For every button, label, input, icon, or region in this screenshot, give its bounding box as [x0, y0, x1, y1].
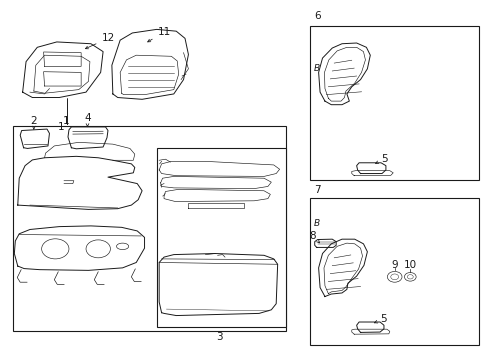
Text: 4: 4 — [84, 113, 91, 126]
Text: 8: 8 — [309, 231, 319, 243]
Text: 9: 9 — [390, 260, 397, 270]
Text: 6: 6 — [314, 11, 320, 21]
Bar — [310, 26, 478, 180]
Text: B: B — [313, 219, 319, 228]
Text: 3: 3 — [215, 332, 222, 342]
Text: 5: 5 — [374, 314, 386, 324]
Bar — [157, 148, 285, 327]
Text: 5: 5 — [375, 154, 387, 164]
Text: 2: 2 — [30, 116, 37, 129]
Text: 10: 10 — [403, 260, 416, 270]
Text: 12: 12 — [85, 33, 114, 49]
Text: 1: 1 — [58, 122, 64, 132]
Bar — [310, 198, 478, 345]
Bar — [13, 126, 285, 330]
Text: 7: 7 — [314, 185, 320, 195]
Text: B: B — [313, 64, 319, 73]
Text: 11: 11 — [147, 27, 170, 42]
Text: 1: 1 — [63, 116, 70, 126]
